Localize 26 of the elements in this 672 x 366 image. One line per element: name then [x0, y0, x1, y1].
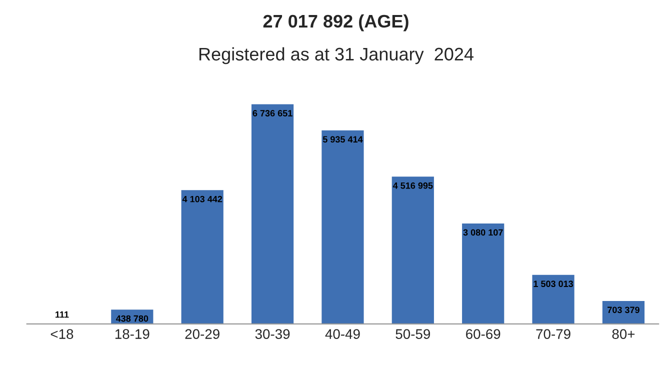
- x-tick-label: 40-49: [325, 329, 360, 339]
- x-tick-label: 20-29: [185, 329, 220, 339]
- x-tick-label: <18: [50, 329, 74, 339]
- x-tick-label: 80+: [612, 329, 635, 339]
- bar: [181, 190, 224, 324]
- data-label: 3 080 107: [463, 229, 503, 236]
- bar: [462, 224, 504, 324]
- chart-subtitle: Registered as at 31 January 2024: [199, 47, 474, 64]
- data-label: 6 736 651: [252, 110, 292, 116]
- data-label: 111: [56, 311, 69, 318]
- data-label: 703 379: [608, 306, 640, 314]
- x-tick-label: 60-69: [466, 329, 500, 339]
- chart-title: 27 017 892 (AGE): [263, 14, 408, 32]
- data-label: 5 935 414: [322, 136, 363, 143]
- data-label: 4 516 995: [392, 182, 433, 189]
- x-tick-label: 18-19: [115, 329, 150, 339]
- bar: [322, 130, 364, 324]
- data-label: 1 503 013: [534, 280, 574, 288]
- bar: [251, 104, 294, 324]
- x-tick-label: 70-79: [536, 329, 570, 339]
- x-tick-label: 50-59: [396, 329, 430, 339]
- data-label: 4 103 442: [182, 196, 222, 202]
- bar: [532, 274, 574, 324]
- bar: [392, 176, 434, 324]
- data-label: 438 780: [116, 315, 148, 322]
- x-tick-label: 30-39: [255, 329, 290, 339]
